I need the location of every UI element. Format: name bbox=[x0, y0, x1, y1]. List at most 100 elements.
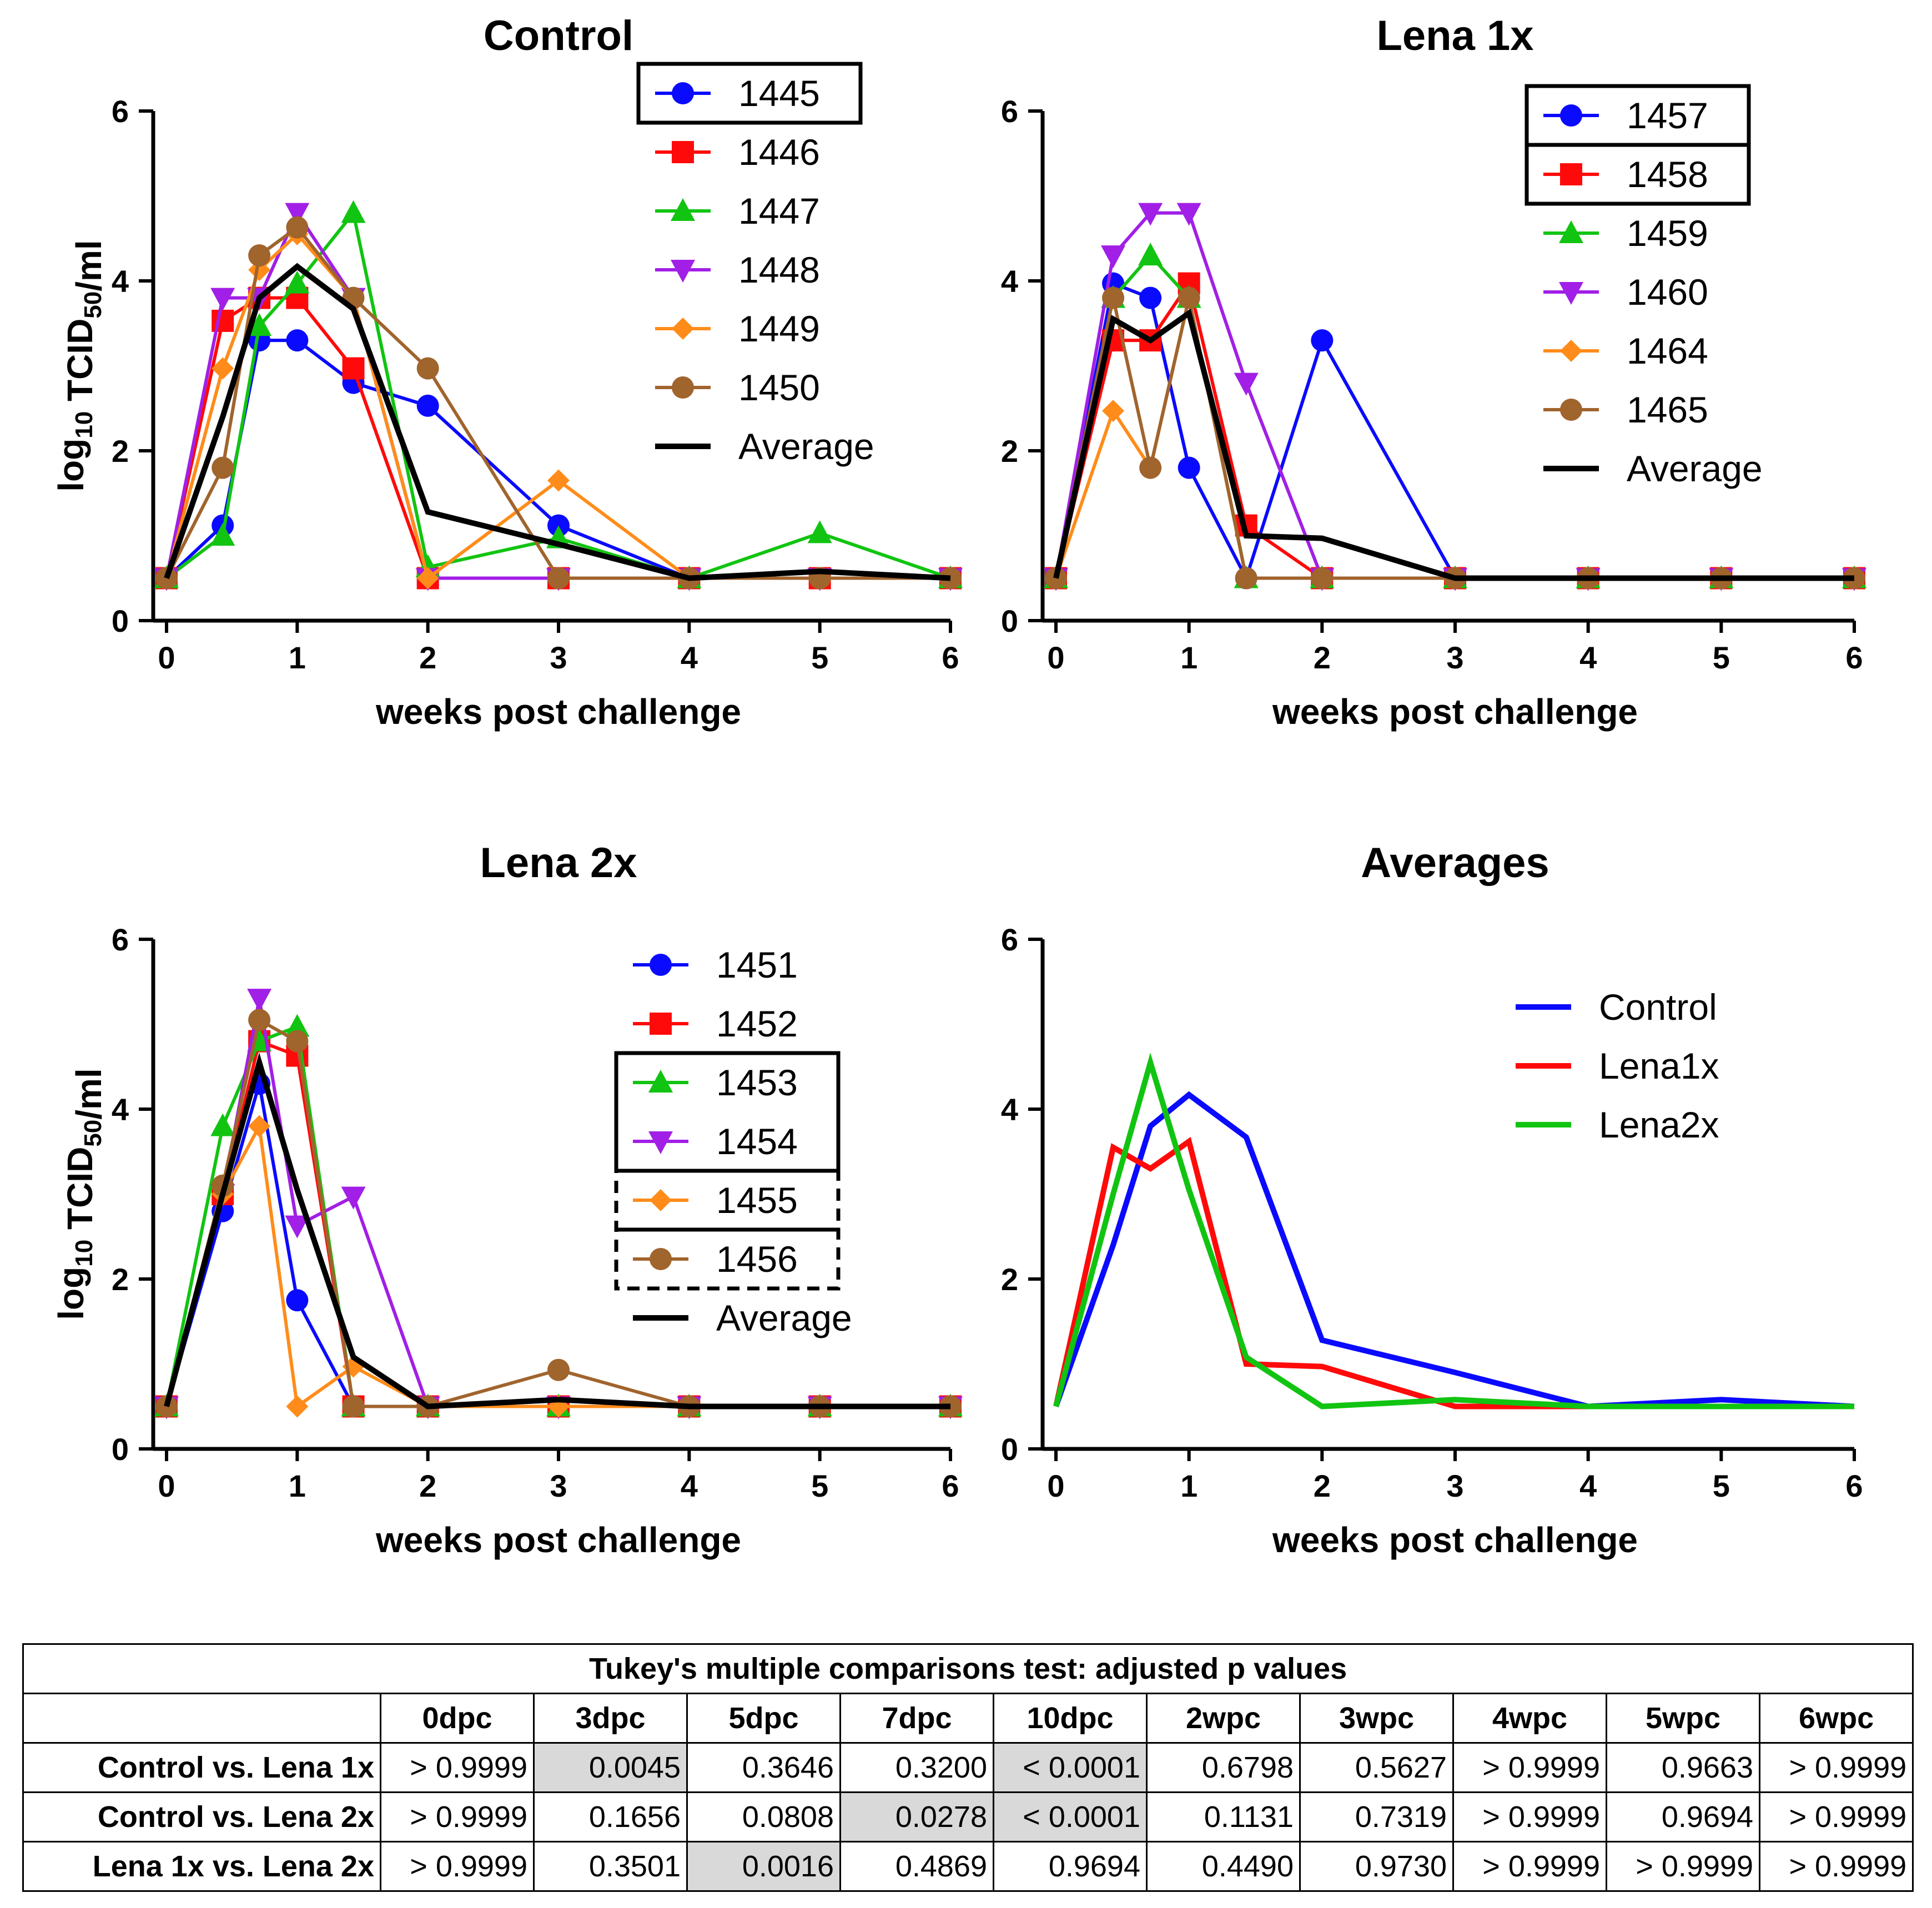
p-value-cell: 0.0045 bbox=[533, 1742, 688, 1793]
data-point bbox=[1176, 203, 1201, 226]
data-point bbox=[286, 329, 309, 352]
legend-frame bbox=[614, 1227, 841, 1291]
data-point bbox=[248, 244, 271, 267]
y-tick-label: 6 bbox=[1001, 94, 1018, 129]
data-point bbox=[247, 989, 272, 1012]
series-Average bbox=[1053, 308, 1854, 581]
data-point bbox=[212, 357, 234, 380]
legend-marker bbox=[1559, 220, 1583, 243]
p-value-cell: 0.7319 bbox=[1299, 1791, 1454, 1842]
x-axis-label: weeks post challenge bbox=[375, 692, 741, 732]
chart-title: Lena 2x bbox=[480, 839, 637, 887]
data-point bbox=[341, 200, 366, 223]
data-point bbox=[285, 1215, 310, 1239]
data-point bbox=[1102, 286, 1125, 309]
y-axis-label-subscript: 50 bbox=[79, 1120, 107, 1147]
legend-item: Average bbox=[633, 1297, 852, 1338]
y-axis-label-part: log bbox=[51, 439, 91, 492]
column-header: 3dpc bbox=[533, 1693, 688, 1744]
legend-item: 1450 bbox=[655, 367, 820, 408]
legend-marker bbox=[672, 318, 694, 340]
data-point bbox=[286, 1395, 309, 1418]
x-tick-label: 1 bbox=[289, 1468, 306, 1503]
p-value-cell: 0.3501 bbox=[533, 1841, 688, 1892]
table-corner-cell bbox=[22, 1693, 381, 1744]
data-point bbox=[1101, 245, 1126, 269]
y-axis-label-part: TCID bbox=[60, 319, 100, 411]
series-line bbox=[1054, 297, 1854, 580]
y-axis-label-subscript: 10 bbox=[71, 1240, 98, 1267]
p-value-cell: 0.9730 bbox=[1299, 1841, 1454, 1892]
legend-marker bbox=[671, 198, 695, 221]
y-tick-label: 4 bbox=[112, 264, 129, 299]
row-label: Control vs. Lena 2x bbox=[22, 1791, 381, 1842]
p-value-cell: 0.4490 bbox=[1146, 1841, 1301, 1892]
data-point bbox=[547, 469, 570, 492]
p-value-cell: 0.9694 bbox=[1606, 1791, 1760, 1842]
p-value-cell: > 0.9999 bbox=[1452, 1742, 1607, 1793]
y-axis-label-part: /ml bbox=[69, 1068, 109, 1119]
data-point bbox=[807, 520, 832, 543]
series-line bbox=[164, 1052, 950, 1409]
y-tick-label: 0 bbox=[112, 1432, 129, 1467]
x-tick-label: 0 bbox=[1047, 640, 1064, 675]
x-tick-label: 5 bbox=[1713, 1468, 1730, 1503]
y-axis-label-subscript: 10 bbox=[71, 411, 98, 439]
legend-marker bbox=[672, 376, 694, 399]
legend-marker bbox=[1560, 340, 1582, 362]
p-values-table: Tukey's multiple comparisons test: adjus… bbox=[22, 1643, 1914, 1892]
legend-label: Average bbox=[716, 1297, 852, 1338]
legend-item: 1454 bbox=[633, 1121, 798, 1162]
legend-item: 1464 bbox=[1543, 330, 1708, 371]
data-point bbox=[248, 1115, 271, 1137]
chart-title: Control bbox=[484, 12, 633, 59]
legend-marker bbox=[1560, 104, 1582, 127]
y-tick-label: 0 bbox=[1001, 1432, 1018, 1467]
y-axis-label-part: log bbox=[51, 1267, 91, 1320]
series-line bbox=[1053, 308, 1854, 581]
legend-item: 1460 bbox=[1543, 271, 1708, 313]
data-point bbox=[210, 1113, 235, 1136]
legend-label: 1455 bbox=[716, 1180, 798, 1221]
p-value-cell: > 0.9999 bbox=[1452, 1791, 1607, 1842]
legend-label: Lena2x bbox=[1599, 1104, 1719, 1145]
legend-item: 1451 bbox=[633, 944, 798, 985]
row-label: Lena 1x vs. Lena 2x bbox=[22, 1841, 381, 1892]
series-line bbox=[1054, 281, 1854, 583]
data-point bbox=[342, 357, 365, 380]
p-value-cell: > 0.9999 bbox=[1758, 1742, 1914, 1793]
x-tick-label: 0 bbox=[158, 640, 175, 675]
legend-label: 1449 bbox=[738, 308, 820, 349]
x-tick-label: 2 bbox=[1314, 1468, 1331, 1503]
legend-item: 1447 bbox=[655, 190, 820, 231]
legend-label: 1459 bbox=[1627, 213, 1708, 254]
series-line bbox=[1053, 1091, 1855, 1409]
table-header-row: 0dpc 3dpc 5dpc 7dpc 10dpc 2wpc 3wpc 4wpc… bbox=[22, 1693, 1914, 1744]
legend-item: 1457 bbox=[1543, 95, 1708, 136]
series-1456 bbox=[155, 1009, 962, 1418]
legend-label: Average bbox=[1627, 448, 1763, 489]
data-point bbox=[285, 1014, 310, 1037]
chart-panel: Lena 1x 0 1 2 3 4 5 6 0 2 4 6 weeks post challenge 14… bbox=[1001, 12, 1866, 732]
series-line bbox=[165, 209, 951, 580]
data-point bbox=[1311, 329, 1334, 352]
x-tick-label: 6 bbox=[1845, 640, 1863, 675]
x-tick-label: 5 bbox=[811, 1468, 828, 1503]
data-point bbox=[1235, 567, 1257, 590]
x-tick-label: 3 bbox=[1446, 1468, 1463, 1503]
data-point bbox=[286, 1289, 309, 1312]
p-value-cell: > 0.9999 bbox=[1606, 1841, 1760, 1892]
legend-marker bbox=[650, 954, 672, 976]
data-point bbox=[1234, 372, 1259, 396]
x-tick-label: 2 bbox=[419, 640, 436, 675]
series-line bbox=[1053, 1136, 1854, 1409]
data-point bbox=[1178, 456, 1200, 479]
legend-label: Lena1x bbox=[1599, 1045, 1719, 1086]
x-tick-label: 1 bbox=[289, 640, 306, 675]
legend-item: 1449 bbox=[655, 308, 820, 349]
data-point bbox=[1311, 567, 1334, 590]
series-1459 bbox=[1044, 243, 1866, 588]
y-axis-label-part: TCID bbox=[60, 1147, 100, 1240]
legend-label: 1457 bbox=[1627, 95, 1708, 136]
y-axis-label: log10 TCID50/ml bbox=[51, 1068, 109, 1320]
